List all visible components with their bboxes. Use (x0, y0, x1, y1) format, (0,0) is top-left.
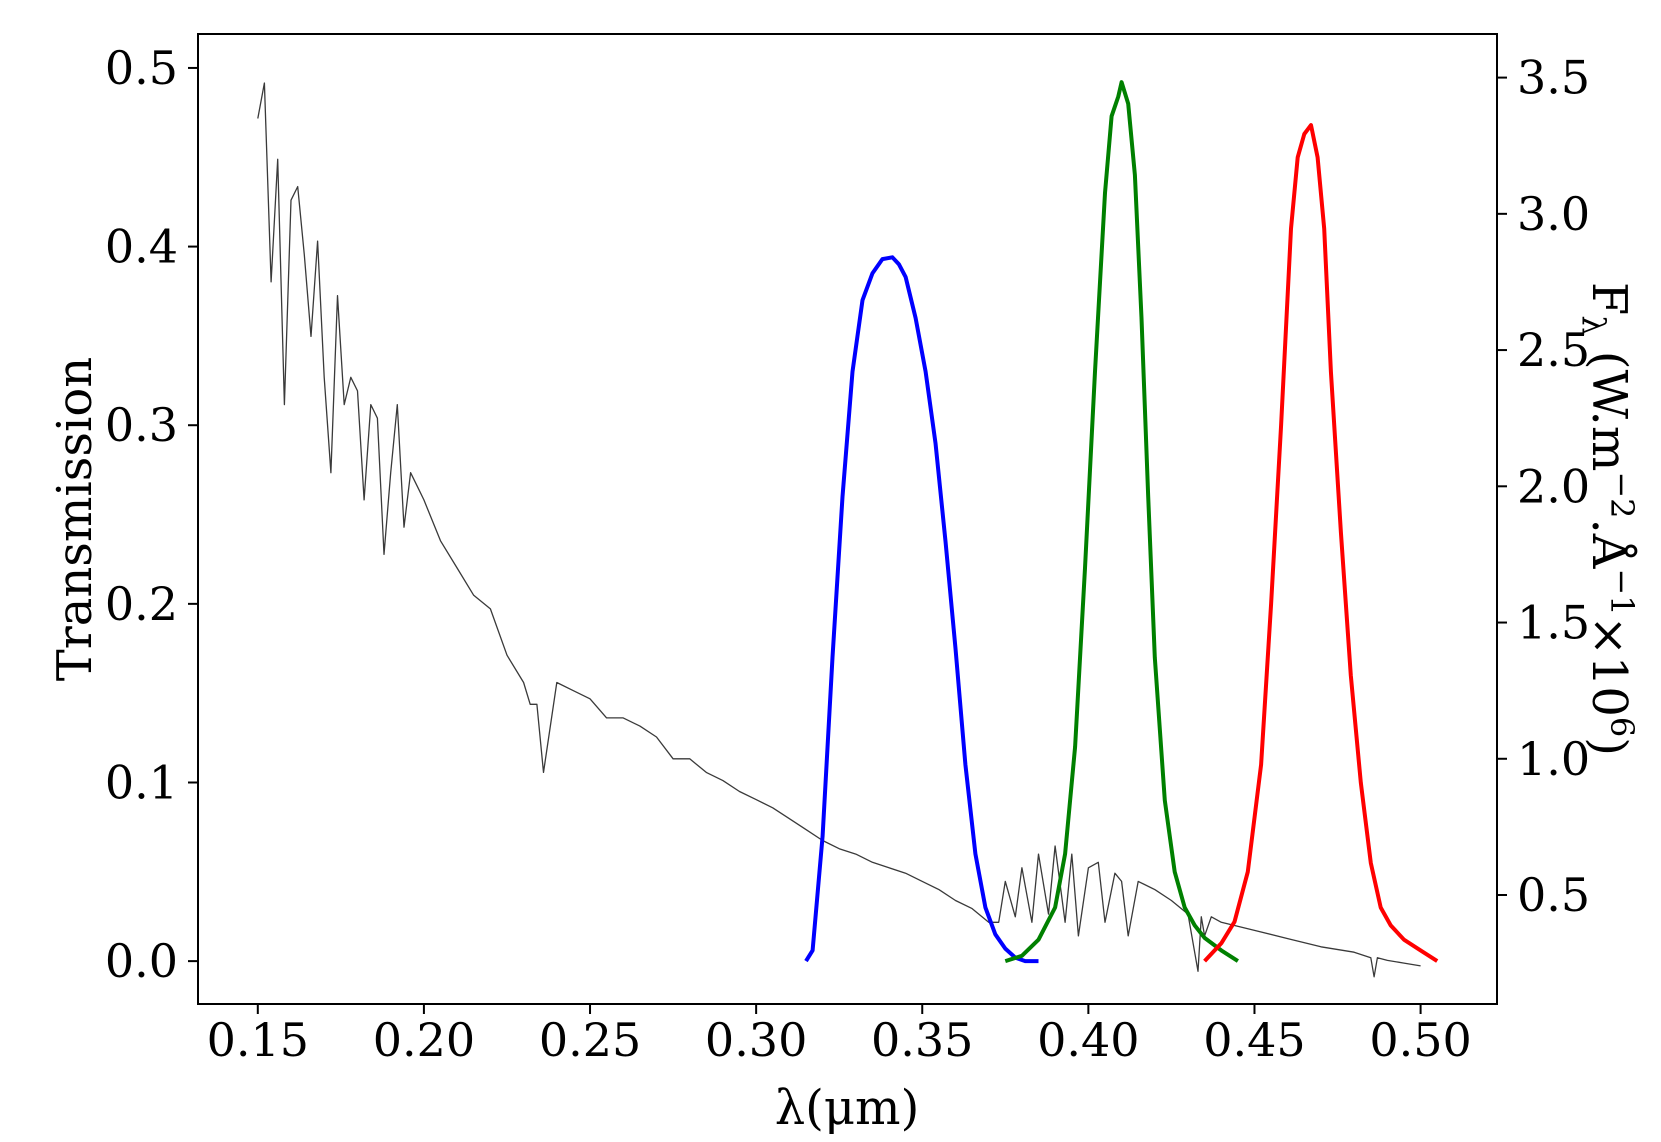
y-tick-label: 0.2 (105, 577, 178, 631)
y-axis-label: Transmission (47, 357, 103, 681)
y2-label-exp2: −1 (1603, 568, 1641, 615)
y2-label-close: ) (1581, 737, 1637, 756)
y2-tick-label: 0.5 (1517, 868, 1590, 922)
y2-label-times: ×10 (1581, 616, 1637, 717)
y-axis-left: 0.0 0.1 0.2 0.3 0.4 0.5 (105, 41, 198, 988)
y2-tick-label: 3.0 (1517, 187, 1590, 241)
x-tick-label: 0.25 (539, 1013, 641, 1067)
x-tick-label: 0.40 (1037, 1013, 1139, 1067)
y-tick-label: 0.0 (105, 934, 178, 988)
red-filter-curve (1203, 123, 1439, 963)
y2-label-sub: λ (1575, 315, 1613, 335)
x-tick-label: 0.50 (1369, 1013, 1471, 1067)
x-tick-label: 0.15 (207, 1013, 309, 1067)
y2-label-units: (W.m (1581, 336, 1637, 472)
spectrum-line (257, 82, 1421, 978)
y-axis-right: 0.5 1.0 1.5 2.0 2.5 3.0 3.5 (1497, 51, 1590, 922)
series-layer (257, 80, 1439, 978)
y-tick-label: 0.1 (105, 755, 178, 809)
y2-tick-label: 1.5 (1517, 596, 1590, 650)
y-tick-label: 0.5 (105, 41, 178, 95)
y2-axis-label: Fλ (W.m−2.Å−1×106) (1575, 282, 1641, 756)
y-tick-label: 0.3 (105, 398, 178, 452)
y2-label-exp3: 6 (1603, 717, 1641, 737)
y2-tick-label: 2.0 (1517, 459, 1590, 513)
y2-tick-label: 2.5 (1517, 323, 1590, 377)
x-axis: 0.15 0.20 0.25 0.30 0.35 0.40 0.45 0.50 (207, 1004, 1472, 1067)
y2-label-mid: .Å (1581, 518, 1638, 569)
blue-filter-curve (804, 255, 1039, 964)
y2-label-base: F (1581, 282, 1637, 315)
x-tick-label: 0.45 (1203, 1013, 1305, 1067)
x-tick-label: 0.30 (705, 1013, 807, 1067)
plot-area (197, 33, 1498, 1005)
x-tick-label: 0.35 (871, 1013, 973, 1067)
green-filter-curve (1004, 80, 1239, 964)
x-axis-label: λ(μm) (775, 1080, 920, 1136)
y-tick-label: 0.4 (105, 220, 178, 274)
y2-tick-label: 1.0 (1517, 732, 1590, 786)
y2-tick-label: 3.5 (1517, 51, 1590, 105)
y2-label-exp1: −2 (1603, 471, 1641, 518)
x-tick-label: 0.20 (373, 1013, 475, 1067)
